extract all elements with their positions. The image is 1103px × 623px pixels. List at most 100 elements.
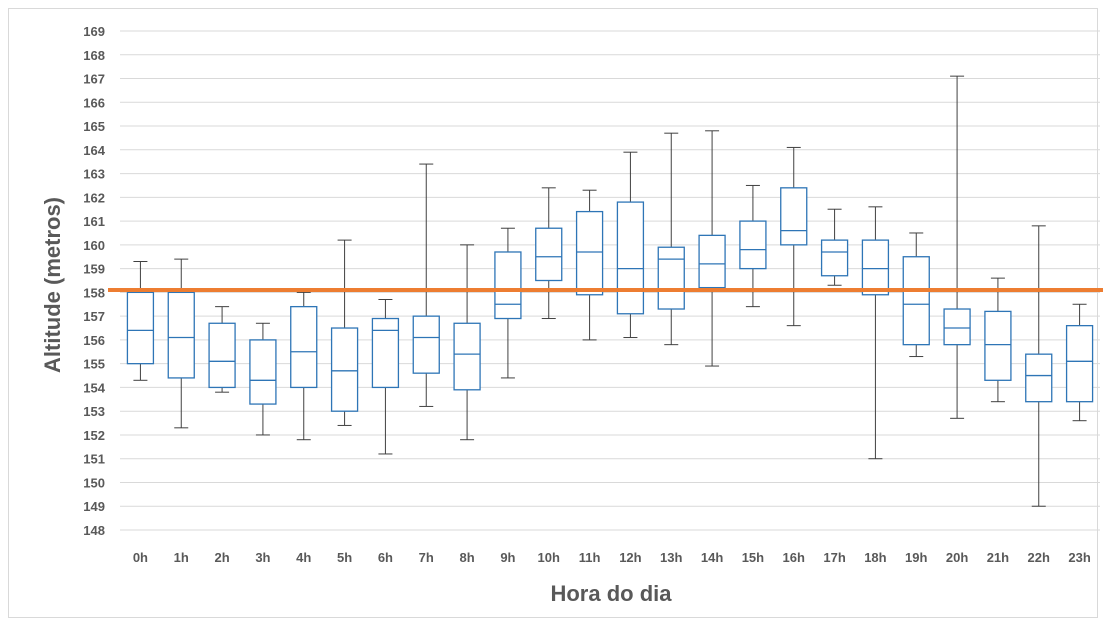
box-19h [902, 232, 930, 358]
y-tick-label-156: 156 [83, 333, 105, 348]
x-tick-label-9h: 9h [500, 550, 515, 565]
box-20h [943, 75, 971, 419]
y-tick-label-160: 160 [83, 238, 105, 253]
iqr-box [290, 305, 318, 389]
y-tick-label-164: 164 [83, 143, 105, 158]
y-tick-label-149: 149 [83, 499, 105, 514]
y-tick-label-158: 158 [83, 285, 105, 300]
iqr-box [330, 327, 359, 412]
x-tick-label-6h: 6h [378, 550, 393, 565]
box-22h [1025, 225, 1053, 507]
iqr-box [453, 322, 481, 391]
x-tick-label-5h: 5h [337, 550, 352, 565]
x-tick-label-23h: 23h [1068, 550, 1090, 565]
box-3h [249, 322, 277, 436]
y-tick-label-159: 159 [83, 262, 105, 277]
iqr-box [861, 239, 890, 296]
box-23h [1065, 303, 1094, 422]
x-axis-title: Hora do dia [550, 581, 672, 606]
iqr-box [902, 256, 930, 346]
box-18h [861, 206, 890, 460]
y-tick-label-165: 165 [83, 119, 105, 134]
x-tick-label-21h: 21h [987, 550, 1009, 565]
iqr-box [494, 251, 522, 320]
x-tick-label-20h: 20h [946, 550, 968, 565]
x-tick-label-8h: 8h [459, 550, 474, 565]
y-tick-label-153: 153 [83, 404, 105, 419]
iqr-box [1065, 324, 1094, 403]
iqr-box [412, 315, 440, 374]
x-tick-labels: 0h 1h 2h 3h 4h 5h 6h 7h 8h 9h 10h 11h 12h 13h 14h 15h 16… [133, 550, 1091, 565]
iqr-box [167, 291, 195, 379]
box-4h [290, 291, 318, 441]
x-tick-label-22h: 22h [1028, 550, 1050, 565]
iqr-box [249, 339, 277, 405]
box-11h [575, 189, 604, 341]
x-tick-label-2h: 2h [214, 550, 229, 565]
x-tick-label-15h: 15h [742, 550, 764, 565]
y-tick-label-151: 151 [83, 452, 105, 467]
x-tick-label-10h: 10h [538, 550, 560, 565]
box-17h [820, 208, 849, 286]
box-7h [412, 163, 440, 407]
x-tick-label-4h: 4h [296, 550, 311, 565]
x-tick-label-7h: 7h [419, 550, 434, 565]
box-21h [984, 277, 1012, 403]
iqr-box [780, 187, 808, 246]
y-tick-label-167: 167 [83, 72, 105, 87]
iqr-box [575, 210, 604, 296]
x-tick-label-1h: 1h [174, 550, 189, 565]
iqr-box [616, 201, 645, 315]
y-tick-label-168: 168 [83, 48, 105, 63]
iqr-box [820, 239, 849, 277]
box-5h [330, 239, 359, 426]
iqr-box [1025, 353, 1053, 403]
iqr-box [371, 317, 400, 389]
x-tick-label-3h: 3h [255, 550, 270, 565]
y-axis-title: Altitude (metros) [40, 197, 65, 373]
box-8h [453, 244, 481, 441]
y-tick-label-157: 157 [83, 309, 105, 324]
x-tick-label-11h: 11h [579, 550, 601, 565]
box-0h [126, 260, 155, 381]
x-tick-label-19h: 19h [905, 550, 927, 565]
iqr-box [943, 308, 971, 346]
box-12h [616, 151, 645, 339]
box-15h [739, 184, 767, 308]
x-tick-label-16h: 16h [783, 550, 805, 565]
iqr-box [984, 310, 1012, 381]
box-9h [494, 227, 522, 379]
box-10h [535, 187, 563, 320]
y-tick-label-163: 163 [83, 167, 105, 182]
iqr-box [739, 220, 767, 270]
y-tick-label-162: 162 [83, 190, 105, 205]
box-16h [780, 146, 808, 327]
box-6h [371, 299, 400, 455]
box-2h [208, 306, 236, 393]
y-tick-label-166: 166 [83, 95, 105, 110]
iqr-box [208, 322, 236, 389]
x-tick-label-12h: 12h [619, 550, 641, 565]
box-1h [167, 258, 195, 429]
y-tick-label-155: 155 [83, 357, 105, 372]
y-tick-label-150: 150 [83, 475, 105, 490]
y-tick-label-169: 169 [83, 24, 105, 39]
x-tick-label-17h: 17h [823, 550, 845, 565]
boxes [126, 75, 1094, 507]
y-tick-label-161: 161 [83, 214, 105, 229]
y-tick-label-148: 148 [83, 523, 105, 538]
x-tick-label-0h: 0h [133, 550, 148, 565]
grid-lines [120, 30, 1100, 531]
box-13h [657, 132, 685, 346]
y-tick-label-154: 154 [83, 380, 105, 395]
iqr-box [698, 234, 726, 289]
x-tick-label-13h: 13h [660, 550, 682, 565]
y-tick-label-152: 152 [83, 428, 105, 443]
y-tick-labels: 148 149 150 151 152 153 154 155 156 157 158 159 160 1… [83, 24, 105, 538]
iqr-box [535, 227, 563, 282]
x-tick-label-14h: 14h [701, 550, 723, 565]
box-14h [698, 130, 726, 367]
x-tick-label-18h: 18h [864, 550, 886, 565]
iqr-box [657, 246, 685, 310]
